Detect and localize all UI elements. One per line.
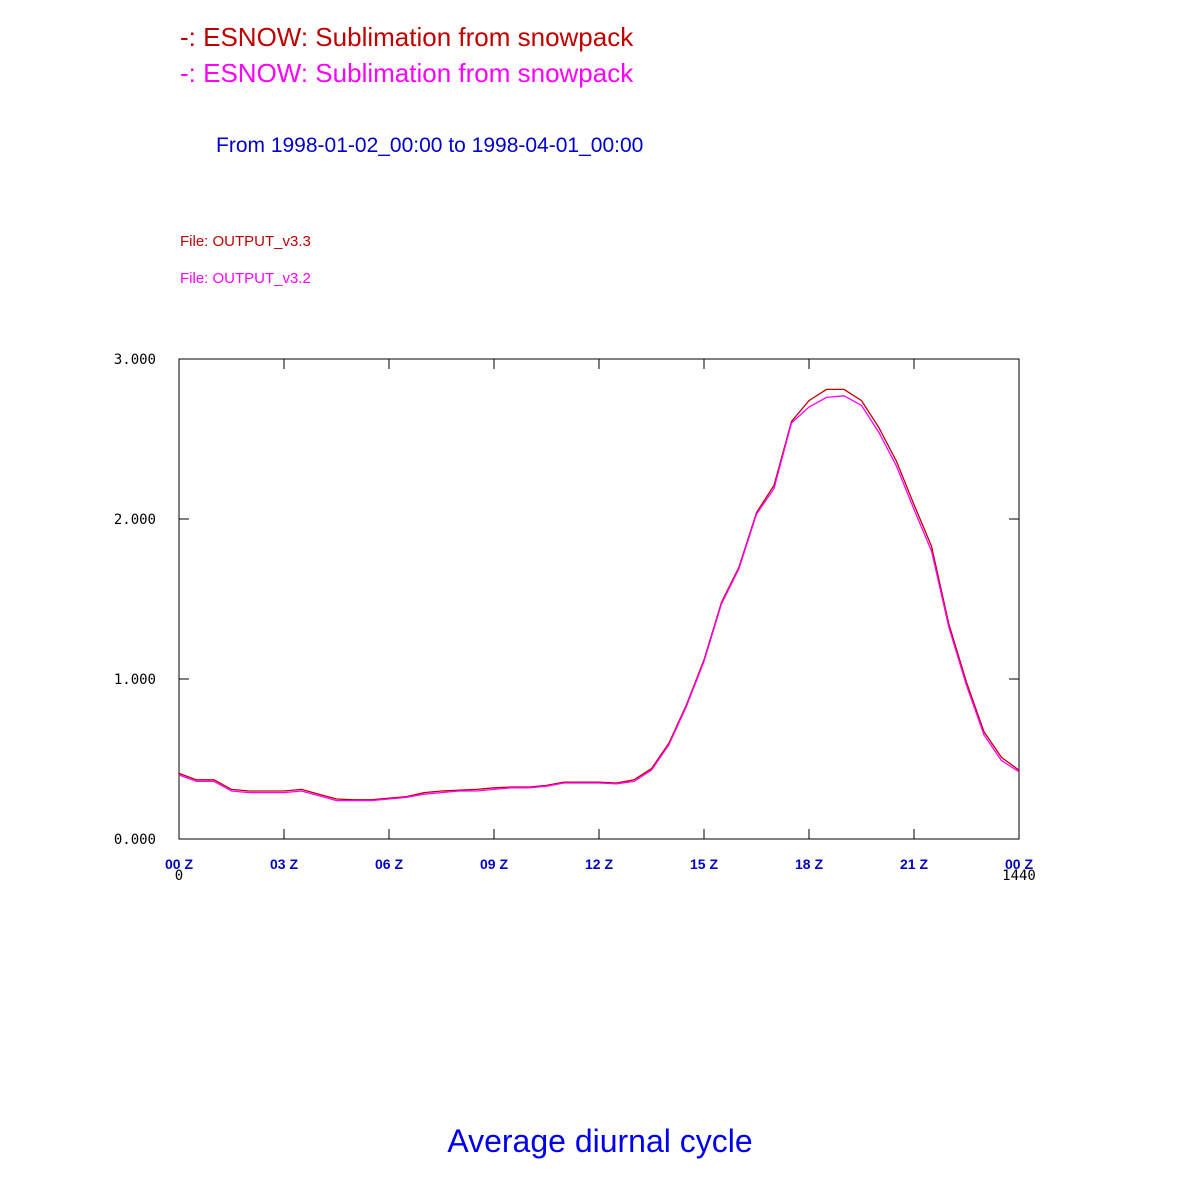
legend-entry: -: ESNOW: Sublimation from snowpack [180,58,634,88]
x-tick-label: 09 Z [480,856,508,872]
plot-frame [178,358,1020,840]
x-tick-label: 06 Z [375,856,403,872]
file-label: File: OUTPUT_v3.3 [180,233,311,250]
x-tick-label: 00 Z [165,856,193,872]
x-axis-label: Average diurnal cycle [447,1123,752,1159]
subtitle: From 1998-01-02_00:00 to 1998-04-01_00:0… [216,134,643,157]
series-line [178,388,1020,801]
file-label: File: OUTPUT_v3.2 [180,270,311,287]
x-tick-label: 18 Z [795,856,823,872]
y-tick-label: 0.000 [114,832,156,848]
series-line [178,395,1020,802]
x-tick-label: 21 Z [900,856,928,872]
x-limit-label: 0 [175,868,183,884]
legend-entry: -: ESNOW: Sublimation from snowpack [180,22,634,52]
x-tick-label: 00 Z [1005,856,1033,872]
y-tick-label: 3.000 [114,352,156,368]
x-limit-label: 1440 [1002,868,1036,884]
x-tick-label: 03 Z [270,856,298,872]
y-tick-label: 1.000 [114,672,156,688]
y-tick-label: 2.000 [114,512,156,528]
x-tick-label: 12 Z [585,856,613,872]
x-tick-label: 15 Z [690,856,718,872]
